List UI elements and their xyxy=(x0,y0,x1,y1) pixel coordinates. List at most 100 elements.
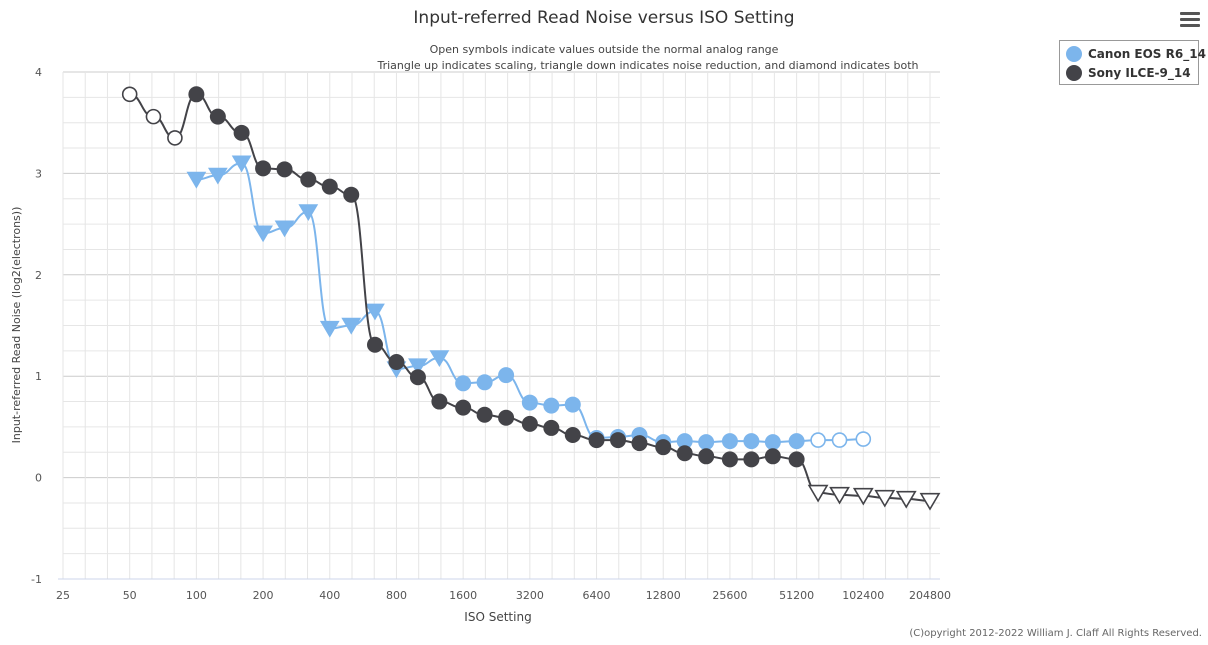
x-tick-label: 12800 xyxy=(646,589,681,602)
data-point-sony xyxy=(321,178,338,195)
data-point-canon xyxy=(564,396,581,413)
data-point-sony xyxy=(895,490,917,509)
data-point-canon xyxy=(365,303,385,321)
data-point-sony xyxy=(743,451,760,468)
data-point-canon xyxy=(455,375,472,392)
data-point-sony xyxy=(564,427,581,444)
data-point-sony xyxy=(807,484,829,503)
legend-item-canon[interactable]: Canon EOS R6_14 xyxy=(1066,44,1206,64)
data-point-sony xyxy=(233,124,250,141)
x-tick-label: 6400 xyxy=(583,589,611,602)
hamburger-menu-icon[interactable] xyxy=(1180,12,1200,30)
data-point-sony xyxy=(255,160,272,177)
data-point-canon xyxy=(676,433,693,450)
data-point-canon xyxy=(721,433,738,450)
data-point-sony xyxy=(874,489,896,508)
copyright-notice: (C)opyright 2012-2022 William J. Claff A… xyxy=(909,628,1202,639)
data-point-canon xyxy=(408,358,428,376)
data-point-sony xyxy=(631,435,648,452)
legend-label-sony: Sony ILCE-9_14 xyxy=(1088,66,1191,80)
data-point-canon xyxy=(543,397,560,414)
data-point-sony xyxy=(852,487,874,506)
subtitle-line-2: Triangle up indicates scaling, triangle … xyxy=(377,59,919,72)
data-point-canon xyxy=(186,171,207,189)
data-point-sony xyxy=(498,409,515,426)
x-tick-label: 204800 xyxy=(909,589,951,602)
data-point-sony xyxy=(145,108,162,125)
data-point-canon xyxy=(788,433,805,450)
data-point-canon xyxy=(231,155,252,173)
data-point-sony xyxy=(521,415,538,432)
data-point-sony xyxy=(610,432,627,449)
x-tick-label: 25 xyxy=(56,589,70,602)
data-point-canon xyxy=(429,350,450,368)
data-point-canon xyxy=(298,204,319,222)
chart-series xyxy=(121,86,941,511)
y-tick-label: 1 xyxy=(35,370,42,383)
chart-axes: 25 50 100 200 400 800 1600 3200 6400 12800 25600 51… xyxy=(31,66,951,602)
data-point-sony xyxy=(409,369,426,386)
data-point-canon xyxy=(764,434,781,451)
data-point-sony xyxy=(698,448,715,465)
data-point-sony xyxy=(276,161,293,178)
data-point-sony xyxy=(343,186,360,203)
y-tick-label: 3 xyxy=(35,167,42,180)
data-point-sony xyxy=(476,406,493,423)
x-tick-label: 400 xyxy=(319,589,340,602)
data-point-sony xyxy=(366,336,383,353)
data-point-canon xyxy=(521,394,538,411)
data-point-canon xyxy=(810,432,826,448)
data-point-sony xyxy=(588,432,605,449)
data-point-sony xyxy=(655,439,672,456)
x-tick-label: 25600 xyxy=(712,589,747,602)
data-point-sony xyxy=(188,86,205,103)
chart-subtitle: Open symbols indicate values outside the… xyxy=(0,42,1208,74)
data-point-sony xyxy=(676,445,693,462)
menu-bar xyxy=(1180,24,1200,27)
y-tick-label: 2 xyxy=(35,269,42,282)
data-point-sony xyxy=(543,419,560,436)
data-point-canon xyxy=(743,433,760,450)
menu-bar xyxy=(1180,12,1200,15)
legend-swatch-canon xyxy=(1066,46,1082,62)
data-point-canon xyxy=(831,432,848,448)
x-tick-label: 50 xyxy=(123,589,137,602)
chart-legend: Canon EOS R6_14 Sony ILCE-9_14 xyxy=(1059,40,1206,85)
data-point-canon xyxy=(341,317,362,335)
data-point-sony xyxy=(764,448,781,465)
data-point-canon xyxy=(253,225,273,243)
subtitle-line-1: Open symbols indicate values outside the… xyxy=(429,43,779,56)
x-tick-label: 100 xyxy=(186,589,207,602)
data-point-sony xyxy=(431,393,448,410)
data-point-canon xyxy=(498,367,515,384)
y-tick-label: 4 xyxy=(35,66,42,79)
data-point-canon xyxy=(319,320,340,338)
x-tick-label: 51200 xyxy=(779,589,814,602)
data-point-canon xyxy=(855,431,872,447)
x-tick-label: 800 xyxy=(386,589,407,602)
x-tick-label: 3200 xyxy=(516,589,544,602)
data-point-sony xyxy=(121,86,138,103)
x-axis-label: ISO Setting xyxy=(464,610,531,624)
chart-title: Input-referred Read Noise versus ISO Set… xyxy=(413,8,795,28)
data-point-sony xyxy=(167,130,183,146)
data-point-canon xyxy=(207,167,228,185)
data-point-sony xyxy=(300,171,317,188)
data-point-canon xyxy=(274,220,295,238)
data-point-canon xyxy=(698,434,715,451)
legend-swatch-sony xyxy=(1066,65,1082,81)
data-point-sony xyxy=(788,451,805,468)
y-tick-label: 0 xyxy=(35,472,42,485)
data-point-sony xyxy=(919,492,941,511)
legend-item-sony[interactable]: Sony ILCE-9_14 xyxy=(1066,63,1194,83)
data-point-sony xyxy=(388,354,405,371)
x-tick-label: 102400 xyxy=(842,589,884,602)
chart-grid xyxy=(62,71,940,580)
data-point-sony xyxy=(829,486,850,505)
legend-label-canon: Canon EOS R6_14 xyxy=(1088,47,1206,61)
data-point-sony xyxy=(209,108,226,125)
x-tick-label: 200 xyxy=(253,589,274,602)
menu-bar xyxy=(1180,18,1200,21)
y-tick-label: -1 xyxy=(31,573,42,586)
